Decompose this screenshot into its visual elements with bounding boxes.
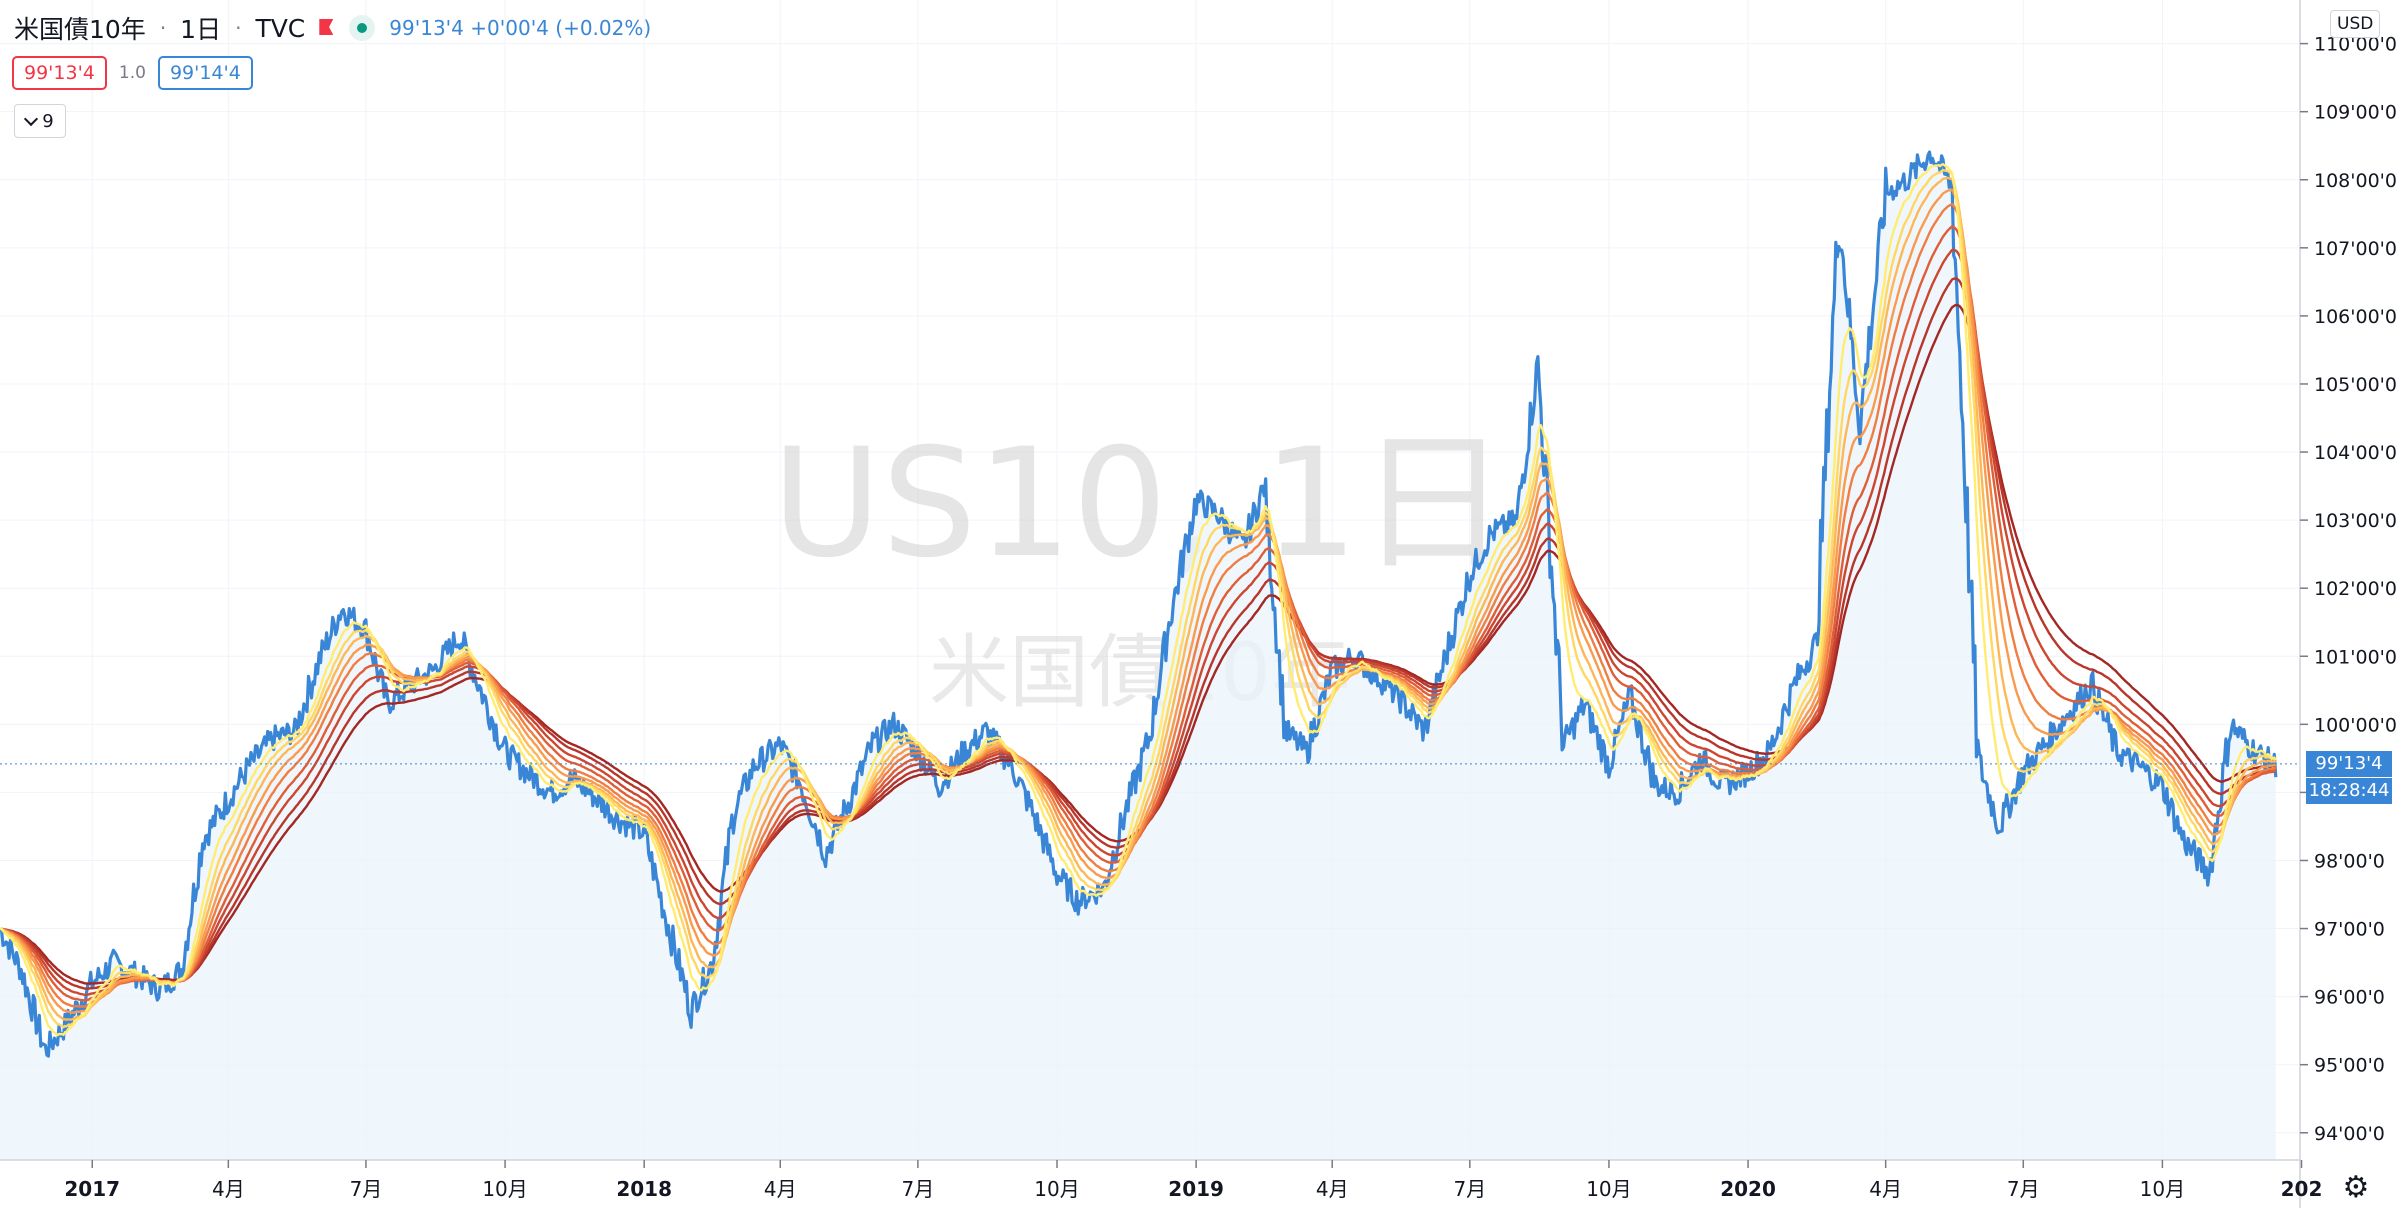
time-tick-label: 7月 bbox=[350, 1177, 383, 1201]
time-tick-label: 2020 bbox=[1720, 1177, 1776, 1201]
time-tick-label: 2019 bbox=[1168, 1177, 1224, 1201]
price-area bbox=[0, 152, 2276, 1161]
interval-label[interactable]: 1日 bbox=[180, 15, 222, 44]
price-tick-label: 110'00'0 bbox=[2314, 34, 2397, 56]
price-axis-background bbox=[2300, 0, 2406, 1208]
indicators-toggle-button[interactable]: 9 bbox=[14, 104, 66, 138]
time-tick-label: 4月 bbox=[212, 1177, 245, 1201]
time-tick-label: 2017 bbox=[64, 1177, 120, 1201]
chevron-down-icon bbox=[24, 111, 39, 126]
flag-icon[interactable] bbox=[319, 19, 335, 37]
symbol-name[interactable]: 米国債10年 bbox=[14, 15, 146, 44]
price-line bbox=[0, 150, 2278, 1058]
symbol-legend: 米国債10年 · 1日 · TVC 99'13'4 +0'00'4 (+0.02… bbox=[14, 10, 651, 46]
price-tick-label: 96'00'0 bbox=[2314, 987, 2385, 1009]
price-tick-label: 103'00'0 bbox=[2314, 510, 2397, 532]
price-tick-label: 102'00'0 bbox=[2314, 578, 2397, 600]
last-price-tag: 99'13'4 bbox=[2306, 750, 2392, 777]
ma-ribbon bbox=[0, 163, 2277, 1037]
time-tick-label: 7月 bbox=[902, 1177, 935, 1201]
watermark: US10, 1日 米国債10年 bbox=[772, 417, 1509, 719]
price-tick-label: 107'00'0 bbox=[2314, 238, 2397, 260]
time-tick-label: 7月 bbox=[1453, 1177, 1486, 1201]
time-tick-label: 4月 bbox=[764, 1177, 797, 1201]
market-status-icon[interactable] bbox=[349, 15, 376, 41]
price-tick-label: 108'00'0 bbox=[2314, 170, 2397, 192]
price-tick-label: 101'00'0 bbox=[2314, 646, 2397, 668]
time-tick-label: 202 bbox=[2281, 1177, 2323, 1201]
gear-icon[interactable]: ⚙ bbox=[2342, 1170, 2370, 1205]
time-tick-label: 7月 bbox=[2007, 1177, 2040, 1201]
sell-price-button[interactable]: 99'13'4 bbox=[12, 56, 107, 90]
price-line-layer bbox=[0, 150, 2278, 1058]
currency-label[interactable]: USD bbox=[2330, 10, 2381, 38]
price-area-fill bbox=[0, 152, 2276, 1161]
time-tick-label: 2018 bbox=[616, 1177, 672, 1201]
buy-price-button[interactable]: 99'14'4 bbox=[157, 56, 253, 90]
price-tick-label: 100'00'0 bbox=[2314, 714, 2397, 736]
watermark-description: 米国債10年 bbox=[929, 626, 1351, 719]
countdown-tag: 18:28:44 bbox=[2306, 777, 2392, 804]
price-tick-label: 104'00'0 bbox=[2314, 442, 2397, 464]
time-tick-label: 4月 bbox=[1869, 1177, 1902, 1201]
time-tick-label: 10月 bbox=[1034, 1177, 1079, 1201]
spread-value: 1.0 bbox=[118, 63, 146, 83]
ema-line-5 bbox=[0, 202, 2277, 1008]
time-tick-label: 10月 bbox=[482, 1177, 527, 1201]
price-tick-label: 97'00'0 bbox=[2314, 919, 2385, 941]
price-tick-label: 94'00'0 bbox=[2314, 1123, 2385, 1145]
indicator-count: 9 bbox=[42, 110, 54, 132]
time-axis-background bbox=[0, 1160, 2406, 1208]
time-tick-label: 10月 bbox=[2140, 1177, 2185, 1201]
time-tick-label: 4月 bbox=[1316, 1177, 1349, 1201]
ema-line-1 bbox=[0, 163, 2277, 1037]
exchange-label[interactable]: TVC bbox=[255, 13, 306, 43]
time-tick-label: 10月 bbox=[1586, 1177, 1631, 1201]
watermark-symbol: US10, 1日 bbox=[772, 417, 1509, 591]
trade-buttons: 99'13'4 1.0 99'14'4 bbox=[12, 56, 253, 90]
last-price-change: 99'13'4 +0'00'4 (+0.02%) bbox=[389, 16, 652, 40]
price-tick-label: 105'00'0 bbox=[2314, 374, 2397, 396]
price-tick-label: 106'00'0 bbox=[2314, 306, 2397, 328]
ema-line-2 bbox=[0, 169, 2277, 1029]
price-tick-label: 109'00'0 bbox=[2314, 102, 2397, 124]
separator-dot: · bbox=[235, 16, 242, 40]
ema-line-9 bbox=[0, 303, 2276, 985]
price-tick-label: 95'00'0 bbox=[2314, 1055, 2385, 1077]
price-tick-label: 98'00'0 bbox=[2314, 850, 2385, 872]
separator-dot: · bbox=[159, 16, 167, 40]
